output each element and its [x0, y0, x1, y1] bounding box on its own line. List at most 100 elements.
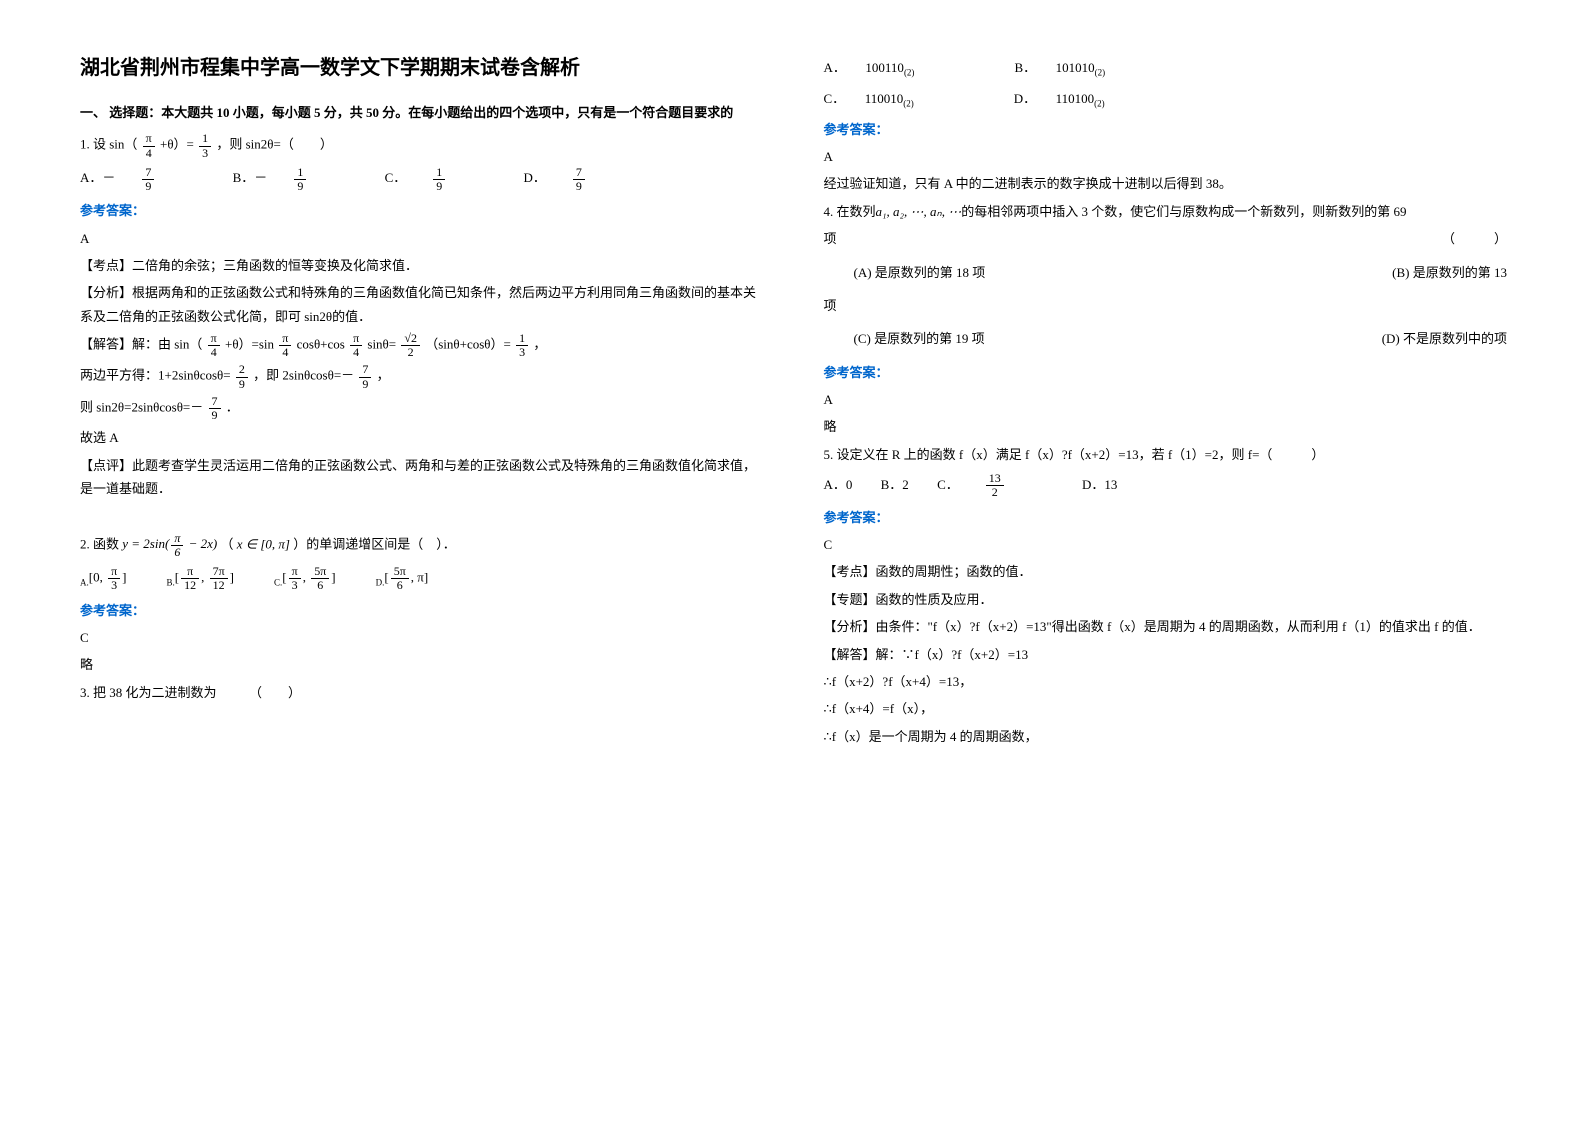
q4-stem: 4. 在数列a₁, a₂, ⋯, aₙ, ⋯的每相邻两项中插入 3 个数，使它们… — [824, 200, 1508, 223]
q5-sol2: ∴f（x+2）?f（x+4）=13， — [824, 670, 1508, 693]
frac-7-9-icon: 79 — [142, 166, 179, 193]
q4-answer: A — [824, 388, 1508, 411]
q1-solution-3: 则 sin2θ=2sinθcosθ=－ 79 ． — [80, 395, 764, 422]
q3-stem: 3. 把 38 化为二进制数为 （ ） — [80, 681, 764, 704]
exam-title: 湖北省荆州市程集中学高一数学文下学期期末试卷含解析 — [80, 50, 764, 86]
frac-2-9-icon: 29 — [236, 363, 248, 390]
one-third-icon: 13 — [199, 132, 211, 159]
q3-note: 经过验证知道，只有 A 中的二进制表示的数字换成十进制以后得到 38。 — [824, 172, 1508, 195]
q2-prefix: 2. 函数 — [80, 536, 119, 551]
q5-sol4: ∴f（x）是一个周期为 4 的周期函数， — [824, 725, 1508, 748]
q2-stem: 2. 函数 y = 2sin(π6 − 2x) （ x ∈ [0, π] ）的单… — [80, 532, 764, 559]
7pi-over-12-icon: 7π12 — [210, 565, 228, 592]
pi-over-4-icon: π4 — [279, 332, 291, 359]
q5-topic: 【专题】函数的性质及应用． — [824, 588, 1508, 611]
frac-7-9-icon: 79 — [573, 166, 610, 193]
q4-opt-b: (B) 是原数列的第 13 — [1392, 261, 1507, 284]
5pi-over-6-icon: 5π6 — [311, 565, 329, 592]
pi-over-6-icon: π6 — [171, 532, 183, 559]
q4-opt-d: (D) 不是原数列中的项 — [1382, 327, 1507, 350]
q2-opt-d: D.[5π6, π] — [376, 565, 429, 592]
q3-options-row2: C． 110010(2) D． 110100(2) — [824, 87, 1508, 112]
q2-formula: y = 2sin(π6 − 2x) — [122, 536, 217, 551]
answer-label: 参考答案： — [824, 506, 1508, 529]
q2-opt-b: B.[π12, 7π12] — [167, 565, 235, 592]
q2-cond1: （ — [220, 536, 233, 551]
answer-label: 参考答案： — [80, 199, 764, 222]
q1-opt-c: C．19 — [385, 170, 496, 185]
pi-over-3-icon: π3 — [289, 565, 301, 592]
q3-opt-c: C． 110010(2) — [824, 87, 914, 112]
q5-opt-a: A．0 — [824, 477, 853, 492]
q2-options: A.[0, π3] B.[π12, 7π12] C.[π3, 5π6] D.[5… — [80, 565, 764, 592]
q5-opt-b: B．2 — [881, 477, 909, 492]
q3-opt-b: B． 101010(2) — [1014, 56, 1105, 81]
q3-answer: A — [824, 145, 1508, 168]
q1-sol-m2: cosθ+cos — [297, 337, 345, 352]
pi-over-4-icon: π4 — [350, 332, 362, 359]
q5-analysis: 【分析】由条件："f（x）?f（x+2）=13"得出函数 f（x）是周期为 4 … — [824, 615, 1508, 638]
q1-point: 【考点】二倍角的余弦；三角函数的恒等变换及化简求值． — [80, 254, 764, 277]
q1-stem: 1. 设 sin（ π4 +θ）= 13 ，则 sin2θ=（ ） — [80, 132, 764, 159]
frac-1-9-icon: 19 — [433, 166, 470, 193]
sqrt2-over-2-icon: √22 — [401, 332, 420, 359]
q4-note: 略 — [824, 415, 1508, 438]
q4-paren: （ ） — [1442, 227, 1507, 250]
pi-over-3-icon: π3 — [108, 565, 120, 592]
q2-note: 略 — [80, 653, 764, 676]
q1-sol-m3: sinθ= — [367, 337, 396, 352]
q1-sol-m1: +θ）=sin — [225, 337, 274, 352]
q4-line2-text: 项 — [824, 227, 837, 250]
q1-sol3b: ． — [226, 400, 239, 415]
q2-cond3: ）的单调递增区间是（ ）． — [293, 536, 456, 551]
q1-sol2b: ，即 2sinθcosθ=－ — [253, 368, 354, 383]
q5-point: 【考点】函数的周期性；函数的值． — [824, 560, 1508, 583]
q4-line2: 项 （ ） — [824, 227, 1508, 250]
answer-label: 参考答案： — [824, 361, 1508, 384]
q1-opt-d: D．79 — [523, 170, 634, 185]
q1-opt-a: A．－79 — [80, 170, 204, 185]
frac-7-9-icon: 79 — [209, 395, 221, 422]
q1-sol-m4: （sinθ+cosθ）= — [425, 337, 511, 352]
q1-sol2a: 两边平方得：1+2sinθcosθ= — [80, 368, 231, 383]
q1-sol-label: 【解答】解：由 sin（ — [80, 337, 202, 352]
q5-answer: C — [824, 533, 1508, 556]
q4-options-row1: (A) 是原数列的第 18 项 (B) 是原数列的第 13 — [824, 261, 1508, 284]
right-column: A． 100110(2) B． 101010(2) C． 110010(2) D… — [824, 50, 1508, 1072]
q1-sol-comma: ， — [533, 337, 546, 352]
q1-sol3a: 则 sin2θ=2sinθcosθ=－ — [80, 400, 203, 415]
q1-sol2c: ， — [377, 368, 390, 383]
q4-mid: 的每相邻两项中插入 3 个数，使它们与原数构成一个新数列，则新数列的第 69 — [961, 204, 1406, 219]
q1-answer: A — [80, 227, 764, 250]
frac-7-9-icon: 79 — [359, 363, 371, 390]
answer-label: 参考答案： — [824, 118, 1508, 141]
q1-solution-1: 【解答】解：由 sin（ π4 +θ）=sin π4 cosθ+cos π4 s… — [80, 332, 764, 359]
q3-opt-a: A． 100110(2) — [824, 56, 915, 81]
q5-opt-c: C．132 — [937, 477, 1054, 492]
q1-solution-2: 两边平方得：1+2sinθcosθ= 29 ，即 2sinθcosθ=－ 79 … — [80, 363, 764, 390]
q1-options: A．－79 B．－19 C．19 D．79 — [80, 166, 764, 193]
q1-mid: +θ）= — [160, 137, 194, 152]
q5-sol1: 【解答】解：∵f（x）?f（x+2）=13 — [824, 643, 1508, 666]
left-column: 湖北省荆州市程集中学高一数学文下学期期末试卷含解析 一、 选择题：本大题共 10… — [80, 50, 764, 1072]
answer-label: 参考答案： — [80, 599, 764, 622]
q5-options: A．0 B．2 C．132 D．13 — [824, 472, 1508, 499]
q3-opt-d: D． 110100(2) — [1014, 87, 1105, 112]
q5-sol3: ∴f（x+4）=f（x）， — [824, 697, 1508, 720]
q4-options-row2: (C) 是原数列的第 19 项 (D) 不是原数列中的项 — [824, 327, 1508, 350]
q1-comment: 【点评】此题考查学生灵活运用二倍角的正弦函数公式、两角和与差的正弦函数公式及特殊… — [80, 454, 764, 501]
q2-answer: C — [80, 626, 764, 649]
q4-opt-a: (A) 是原数列的第 18 项 — [854, 261, 986, 284]
q5-opt-d: D．13 — [1082, 477, 1117, 492]
q1-prefix: 1. 设 sin（ — [80, 137, 137, 152]
q1-opt-b: B．－19 — [233, 170, 357, 185]
q2-cond2: x ∈ [0, π] — [237, 536, 290, 551]
section-intro: 一、 选择题：本大题共 10 小题，每小题 5 分，共 50 分。在每小题给出的… — [80, 101, 764, 124]
q3-options-row1: A． 100110(2) B． 101010(2) — [824, 56, 1508, 81]
pi-over-4-icon: π4 — [208, 332, 220, 359]
one-third-icon: 13 — [516, 332, 528, 359]
q4-opt-c: (C) 是原数列的第 19 项 — [854, 327, 985, 350]
q2-opt-a: A.[0, π3] — [80, 565, 127, 592]
pi-over-4-icon: π4 — [143, 132, 155, 159]
q1-pick: 故选 A — [80, 426, 764, 449]
